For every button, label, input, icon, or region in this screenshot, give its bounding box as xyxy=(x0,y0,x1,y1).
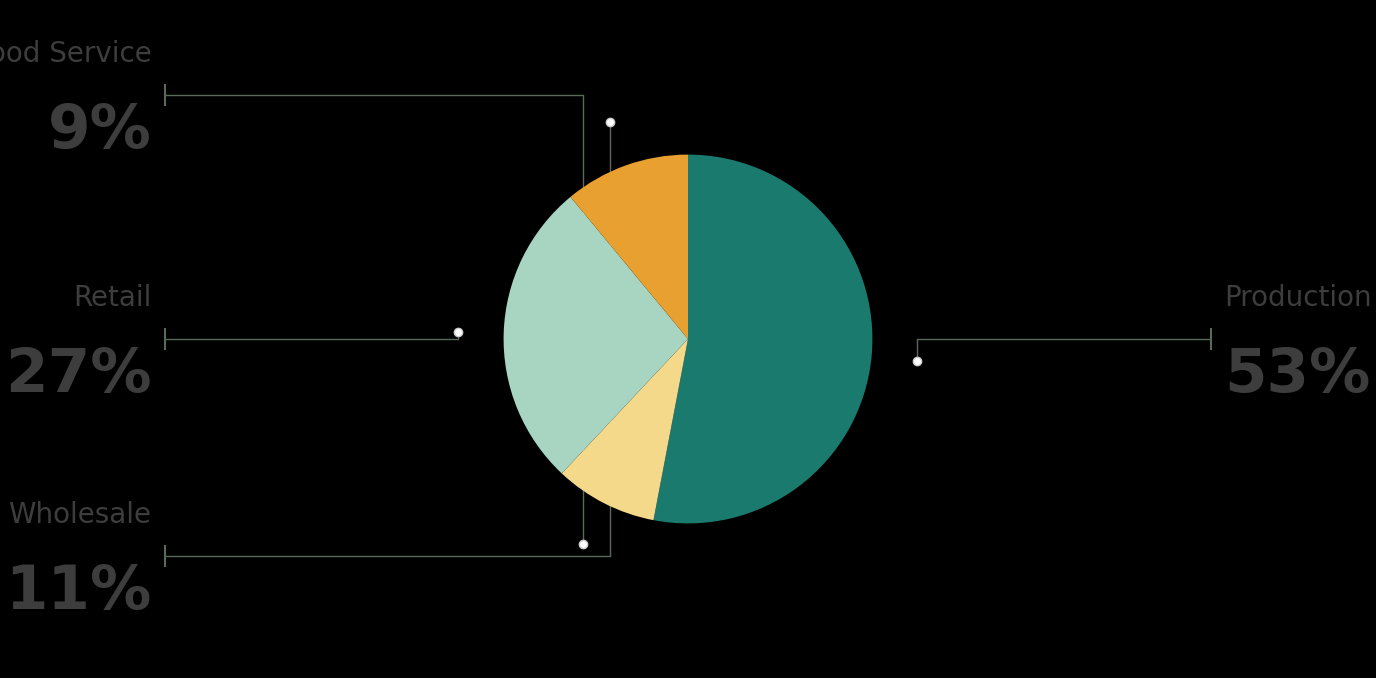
Wedge shape xyxy=(654,155,872,523)
Text: 9%: 9% xyxy=(48,102,151,161)
Wedge shape xyxy=(561,339,688,520)
Text: 27%: 27% xyxy=(4,346,151,405)
Text: 11%: 11% xyxy=(6,563,151,622)
Wedge shape xyxy=(504,197,688,473)
Text: Production: Production xyxy=(1225,284,1372,312)
Wedge shape xyxy=(571,155,688,339)
Text: Wholesale: Wholesale xyxy=(8,501,151,529)
Text: Retail: Retail xyxy=(73,284,151,312)
Text: Food Service: Food Service xyxy=(0,40,151,68)
Text: 53%: 53% xyxy=(1225,346,1370,405)
